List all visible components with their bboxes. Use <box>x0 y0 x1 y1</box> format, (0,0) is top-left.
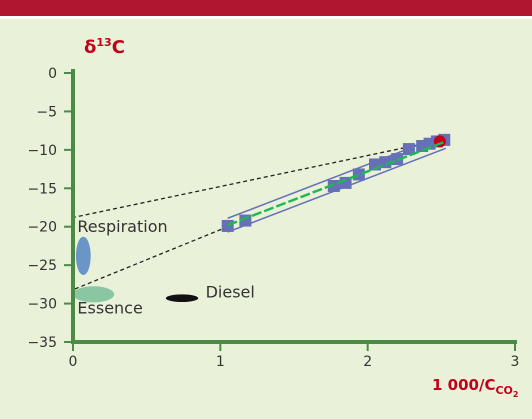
respiration-ellipse <box>75 236 91 276</box>
extrapolation-line <box>72 226 228 291</box>
source-ellipses <box>73 236 199 303</box>
y-tick-label: −20 <box>27 220 57 236</box>
x-tick-label: 0 <box>69 354 78 370</box>
annotations: Respiration Essence Diesel <box>77 217 254 317</box>
x-tick-label: 1 <box>216 354 225 370</box>
diesel-label: Diesel <box>206 282 255 301</box>
y-tick-label: −30 <box>27 297 57 313</box>
x-tick-label: 2 <box>363 354 372 370</box>
header-bar <box>0 0 532 16</box>
y-tick-label: −5 <box>36 104 57 120</box>
data-point <box>327 179 340 192</box>
respiration-label: Respiration <box>77 217 167 236</box>
extrapolation-lines <box>72 138 446 291</box>
axis-ticks: 0 −5 −10 −15 −20 −25 −30 −35 0 1 2 3 <box>27 66 519 370</box>
data-point <box>402 143 415 156</box>
y-tick-label: −10 <box>27 143 57 159</box>
data-point <box>221 219 234 232</box>
x-tick-label: 3 <box>511 354 520 370</box>
data-point <box>352 168 365 181</box>
y-tick-label: −35 <box>27 335 57 351</box>
y-axis-label: δ13C <box>84 36 125 58</box>
diesel-ellipse <box>165 294 199 303</box>
extrapolation-line <box>72 138 446 219</box>
x-axis-label: 1 000/CCO2 <box>432 376 518 399</box>
y-tick-label: −25 <box>27 258 57 274</box>
y-tick-label: 0 <box>48 66 57 82</box>
essence-label: Essence <box>77 299 142 318</box>
essence-ellipse <box>73 286 115 303</box>
chart-panel <box>0 19 532 419</box>
data-points <box>221 133 451 232</box>
y-tick-label: −15 <box>27 181 57 197</box>
